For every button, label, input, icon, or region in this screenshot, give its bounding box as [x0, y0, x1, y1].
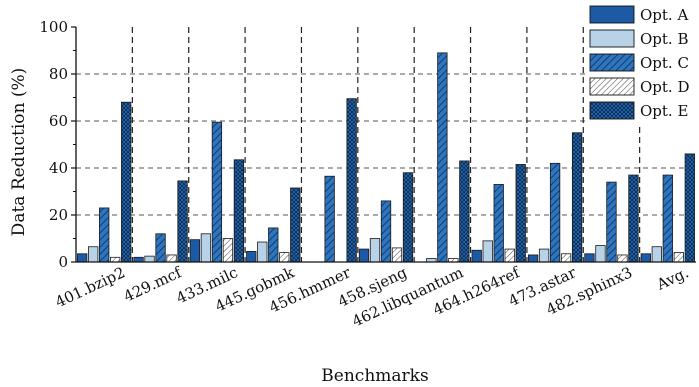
bar-opt-b-473-astar: [538, 248, 550, 263]
bar-opt-b-433-milc: [200, 233, 212, 263]
bar-opt-d-433-milc: [222, 238, 234, 263]
legend-swatch: [589, 101, 635, 120]
y-tick-label: 80: [49, 65, 68, 83]
bar-opt-d-avg-: [673, 252, 684, 263]
legend-swatch: [589, 53, 635, 72]
bar-opt-a-458-sjeng: [358, 248, 370, 263]
bar-opt-e-456-hmmer: [346, 98, 357, 263]
bar-opt-c-462-libquantum: [437, 52, 448, 263]
bar-opt-e-482-sphinx3: [628, 174, 639, 263]
bar-opt-e-401-bzip2: [121, 101, 132, 263]
legend-label: Opt. A: [640, 6, 688, 24]
bar-opt-c-433-milc: [211, 121, 223, 263]
grid: [76, 27, 696, 262]
bar-opt-e-464-h264ref: [515, 164, 526, 263]
legend-swatch: [589, 29, 635, 48]
bar-opt-a-429-mcf: [133, 256, 144, 263]
bar-opt-c-458-sjeng: [380, 200, 392, 263]
bar-opt-c-445-gobmk: [268, 227, 279, 263]
bar-opt-d-429-mcf: [166, 254, 177, 263]
bar-opt-b-avg-: [651, 246, 662, 263]
y-axis-label: Data Reduction (%): [9, 68, 29, 237]
legend-label: Opt. C: [640, 54, 689, 72]
legend-swatch: [589, 77, 635, 96]
bar-opt-b-445-gobmk: [257, 241, 268, 263]
bar-opt-a-473-astar: [527, 254, 539, 263]
bar-opt-c-avg-: [662, 174, 673, 263]
bar-opt-b-429-mcf: [144, 255, 155, 263]
legend: Opt. A Opt. B Opt. C Opt. D Opt. E: [586, 3, 696, 125]
y-tick-label: 60: [49, 112, 68, 130]
x-tick-label: 429.mcf: [121, 263, 186, 306]
bar-opt-c-482-sphinx3: [606, 181, 617, 263]
bar-opt-a-445-gobmk: [246, 251, 257, 263]
bars: [77, 52, 695, 263]
bar-opt-e-473-astar: [571, 132, 583, 263]
bar-opt-e-avg-: [684, 153, 695, 263]
legend-label: Opt. B: [640, 30, 689, 48]
bar-opt-a-avg-: [640, 253, 651, 263]
bar-opt-a-433-milc: [189, 239, 201, 263]
bar-opt-e-445-gobmk: [290, 187, 301, 263]
bar-opt-e-433-milc: [233, 159, 245, 263]
bar-opt-c-401-bzip2: [99, 207, 110, 263]
legend-label: Opt. E: [640, 102, 688, 120]
bar-opt-b-458-sjeng: [369, 238, 381, 263]
bar-opt-c-456-hmmer: [324, 175, 335, 263]
bar-opt-a-401-bzip2: [77, 253, 88, 263]
bar-opt-e-462-libquantum: [459, 160, 470, 263]
x-tick-label: Avg.: [653, 263, 691, 294]
bar-opt-c-473-astar: [549, 162, 561, 263]
bar-opt-e-429-mcf: [177, 180, 188, 263]
bar-opt-d-473-astar: [560, 253, 572, 263]
bar-opt-b-482-sphinx3: [595, 245, 606, 263]
bar-opt-e-458-sjeng: [402, 172, 414, 263]
legend-label: Opt. D: [640, 78, 690, 96]
bar-opt-d-401-bzip2: [110, 256, 121, 263]
bar-opt-d-464-h264ref: [504, 248, 515, 263]
legend-swatch: [589, 5, 635, 24]
bar-opt-c-464-h264ref: [493, 184, 504, 263]
bar-opt-d-445-gobmk: [279, 252, 290, 263]
y-tick-label: 40: [49, 159, 68, 177]
y-tick-label: 100: [39, 18, 68, 36]
bar-opt-d-482-sphinx3: [617, 254, 628, 263]
x-axis-label: Benchmarks: [321, 366, 428, 386]
y-tick-label: 0: [58, 253, 68, 271]
bar-opt-a-482-sphinx3: [584, 253, 595, 263]
bar-opt-d-458-sjeng: [391, 247, 403, 263]
bar-opt-b-401-bzip2: [88, 246, 99, 263]
bar-opt-a-464-h264ref: [471, 249, 482, 263]
y-tick-label: 20: [49, 206, 68, 224]
bar-opt-b-464-h264ref: [482, 240, 493, 263]
bar-opt-c-429-mcf: [155, 233, 166, 263]
